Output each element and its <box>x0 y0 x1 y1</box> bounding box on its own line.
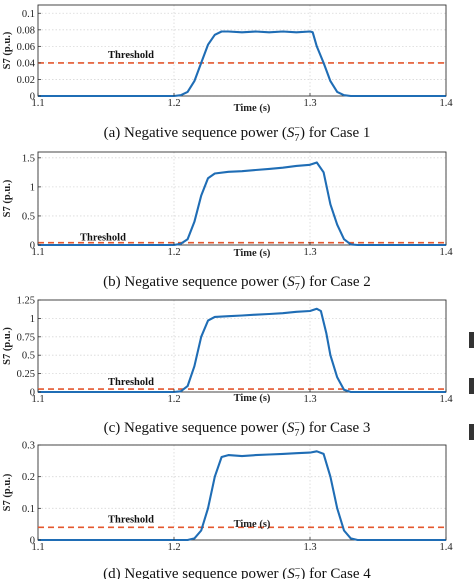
chart-panel-d: 1.1 1.2 1.3 1.4 0 0.1 0.2 0.3 Threshold Time (s) S… <box>2 441 453 579</box>
y-axis-label: S7 (p.u.) <box>2 327 13 365</box>
x-tick-label: 1.3 <box>303 247 316 258</box>
series-line <box>38 30 446 98</box>
chart-panel-c: 1.1 1.2 1.3 1.4 0 0.25 0.5 0.75 1 1.25 Threshold Ti… <box>2 296 453 440</box>
y-tick-label: 0.2 <box>22 472 35 483</box>
x-tick-label: 1.1 <box>31 542 44 553</box>
y-tick-label: 0.5 <box>22 211 35 222</box>
y-tick-label: 1.5 <box>22 153 35 164</box>
x-axis-label: Time (s) <box>234 519 271 530</box>
y-tick-label: 0 <box>30 241 35 252</box>
y-tick-label: 0.75 <box>17 332 35 343</box>
threshold-label: Threshold <box>108 377 154 388</box>
y-tick-label: 0 <box>30 536 35 547</box>
panel-caption: (b) Negative sequence power (S7−) for Ca… <box>103 272 371 293</box>
plot-frame <box>37 299 447 393</box>
y-axis-label: S7 (p.u.) <box>2 31 13 69</box>
threshold-label: Threshold <box>80 233 126 244</box>
y-tick-label: 1 <box>30 182 35 193</box>
x-tick-label: 1.3 <box>303 394 316 405</box>
x-axis-label: Time (s) <box>234 103 271 114</box>
y-tick-label: 0.02 <box>17 75 35 86</box>
panel-caption: (c) Negative sequence power (S7−) for Ca… <box>104 418 371 439</box>
plot-frame <box>37 151 447 246</box>
side-marker <box>469 424 474 440</box>
side-marker <box>469 332 474 348</box>
x-tick-label: 1.2 <box>167 98 180 109</box>
x-axis-label: Time (s) <box>234 393 271 404</box>
x-tick-label: 1.4 <box>439 542 453 553</box>
series-line <box>38 161 446 247</box>
x-tick-label: 1.3 <box>303 98 316 109</box>
y-tick-label: 0.06 <box>17 42 35 53</box>
y-axis-label: S7 (p.u.) <box>2 179 13 217</box>
chart-panel-b: 1.1 1.2 1.3 1.4 0 0.5 1 1.5 Threshold Time (s) S7 … <box>2 151 453 293</box>
x-tick-label: 1.2 <box>167 247 180 258</box>
y-tick-label: 0.04 <box>17 58 36 69</box>
panel-caption: (a) Negative sequence power (S7−) for Ca… <box>104 123 371 144</box>
plot-frame <box>37 4 447 97</box>
y-tick-label: 0 <box>30 92 35 103</box>
panel-caption: (d) Negative sequence power (S7−) for Ca… <box>103 564 371 579</box>
y-tick-label: 0.3 <box>22 441 35 452</box>
x-tick-label: 1.1 <box>31 98 44 109</box>
y-tick-label: 0.5 <box>22 351 35 362</box>
y-tick-label: 0.1 <box>22 504 35 515</box>
x-tick-label: 1.1 <box>31 394 44 405</box>
x-tick-label: 1.4 <box>439 394 453 405</box>
y-tick-label: 0.08 <box>17 25 35 36</box>
y-tick-label: 1.25 <box>17 296 35 307</box>
side-marker <box>469 378 474 394</box>
series-line <box>38 450 446 542</box>
threshold-label: Threshold <box>108 514 154 525</box>
series-line <box>38 307 446 394</box>
y-tick-label: 0 <box>30 388 35 399</box>
x-tick-label: 1.4 <box>439 247 453 258</box>
x-axis-label: Time (s) <box>234 248 271 259</box>
x-tick-label: 1.1 <box>31 247 44 258</box>
x-tick-label: 1.2 <box>167 542 180 553</box>
chart-panel-a: 1.1 1.2 1.3 1.4 0 0.02 0.04 0.06 0.08 0.1 Threshol… <box>2 4 453 144</box>
y-tick-label: 0.25 <box>17 369 35 380</box>
y-axis-label: S7 (p.u.) <box>2 473 13 511</box>
x-tick-label: 1.4 <box>439 98 453 109</box>
threshold-label: Threshold <box>108 50 154 61</box>
plot-frame <box>37 444 447 541</box>
y-tick-label: 0.1 <box>22 9 35 20</box>
x-tick-label: 1.2 <box>167 394 180 405</box>
y-tick-label: 1 <box>30 314 35 325</box>
x-tick-label: 1.3 <box>303 542 316 553</box>
